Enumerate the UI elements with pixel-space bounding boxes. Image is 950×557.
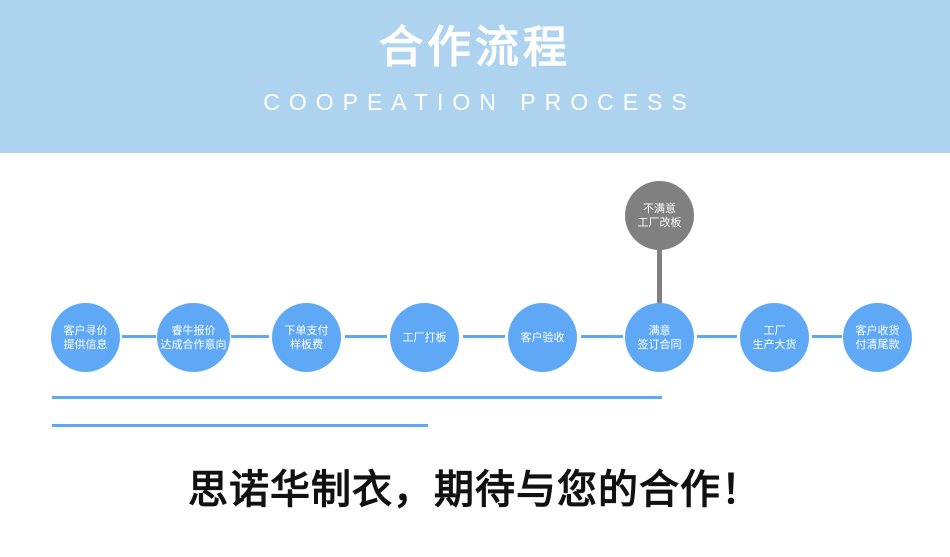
flow-node-branch-line-2: 工厂改板 [637, 215, 682, 229]
flow-node-8-line-2: 付清尾款 [855, 337, 900, 351]
connector-2-3 [231, 335, 269, 338]
connector-5-6 [581, 335, 623, 338]
flow-node-1-line-1: 客户寻价 [63, 323, 108, 337]
flow-node-3-line-2: 样板费 [290, 337, 323, 351]
flow-node-7-bulk-production[interactable]: 工厂 生产大货 [740, 303, 809, 372]
page-subtitle: COOPEATION PROCESS [263, 89, 696, 115]
flow-node-7-line-2: 生产大货 [752, 337, 797, 351]
accent-rule-bottom [52, 424, 428, 427]
footer-slogan: 思诺华制衣，期待与您的合作！ [188, 466, 762, 513]
flow-node-branch-line-1: 不满意 [643, 201, 676, 215]
connector-4-5 [463, 335, 505, 338]
flow-node-1-inquiry[interactable]: 客户寻价 提供信息 [51, 303, 120, 372]
flow-node-6-sign-contract[interactable]: 满意 签订合同 [625, 303, 694, 372]
flow-node-2-line-1: 睿牛报价 [171, 323, 216, 337]
flow-node-7-line-1: 工厂 [763, 323, 786, 337]
flow-node-4-line-1: 工厂打板 [402, 330, 447, 344]
flow-node-8-line-1: 客户收货 [855, 323, 900, 337]
flow-node-5-customer-acceptance[interactable]: 客户验收 [508, 303, 577, 372]
page-title: 合作流程 [379, 22, 571, 73]
connector-1-2 [122, 335, 156, 338]
flow-node-6-line-2: 签订合同 [637, 337, 682, 351]
connector-6-7 [697, 335, 737, 338]
flow-node-6-line-1: 满意 [648, 323, 671, 337]
flow-node-2-quotation[interactable]: 睿牛报价 达成合作意向 [157, 303, 230, 372]
flow-node-8-delivery-final-payment[interactable]: 客户收货 付清尾款 [843, 303, 912, 372]
connector-7-8 [812, 335, 842, 338]
process-flow-diagram: 不满意 工厂改板 客户寻价 提供信息 睿牛报价 达成合作意向 下单支付 样板费 … [0, 153, 950, 403]
accent-rule-top [52, 396, 662, 399]
flow-node-5-line-1: 客户验收 [520, 330, 565, 344]
connector-branch-vertical [657, 248, 662, 308]
connector-3-4 [345, 335, 387, 338]
flow-node-2-line-2: 达成合作意向 [160, 337, 227, 351]
flow-node-branch-unsatisfied[interactable]: 不满意 工厂改板 [625, 181, 694, 250]
flow-node-3-sample-payment[interactable]: 下单支付 样板费 [272, 303, 341, 372]
flow-node-4-factory-sampling[interactable]: 工厂打板 [390, 303, 459, 372]
flow-node-3-line-1: 下单支付 [284, 323, 329, 337]
flow-node-1-line-2: 提供信息 [63, 337, 108, 351]
header-band: 合作流程 COOPEATION PROCESS [0, 0, 950, 153]
